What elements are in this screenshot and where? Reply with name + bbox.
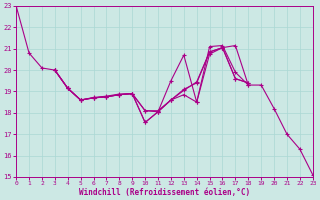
X-axis label: Windchill (Refroidissement éolien,°C): Windchill (Refroidissement éolien,°C): [79, 188, 250, 197]
